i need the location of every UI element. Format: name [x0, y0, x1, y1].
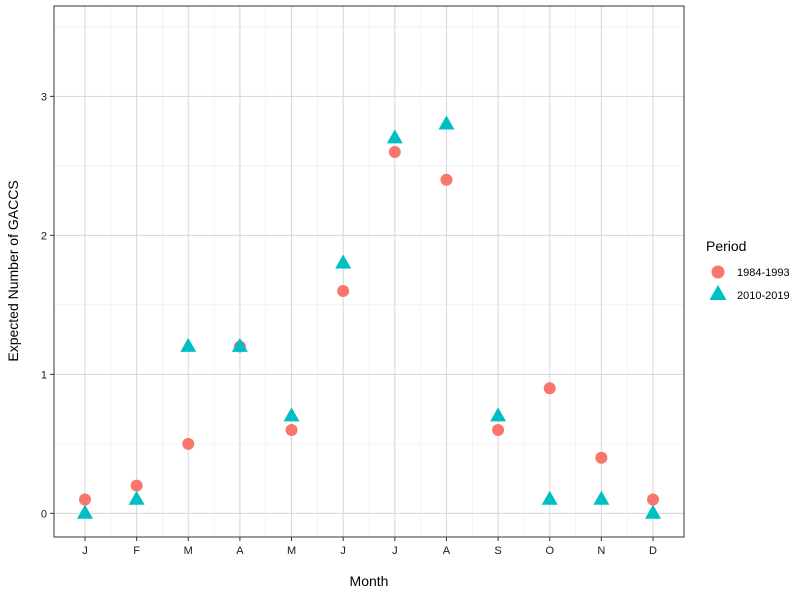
legend-key-triangle	[709, 285, 727, 300]
point-1984-1993-0	[78, 493, 91, 506]
point-1984-1993-7	[440, 173, 453, 186]
y-axis: 0 1 2 3	[41, 91, 54, 520]
x-tick-label: M	[287, 545, 296, 557]
point-1984-1993-4	[285, 423, 298, 436]
minor-grid	[54, 6, 684, 537]
x-tick-label: J	[392, 545, 398, 557]
point-2010-2019-4	[283, 407, 300, 422]
x-tick-label: M	[184, 545, 193, 557]
y-tick-label: 3	[41, 91, 47, 103]
legend-key-circle	[711, 265, 725, 279]
point-2010-2019-11	[645, 504, 662, 519]
y-axis-title: Expected Number of GACCS	[5, 180, 21, 361]
point-1984-1993-5	[337, 284, 350, 297]
point-1984-1993-11	[647, 493, 660, 506]
major-grid	[54, 6, 684, 537]
point-1984-1993-10	[595, 451, 608, 464]
x-tick-label: J	[82, 545, 88, 557]
x-tick-label: O	[545, 545, 554, 557]
x-tick-label: A	[236, 545, 244, 557]
point-2010-2019-5	[335, 254, 352, 269]
point-2010-2019-0	[76, 504, 93, 519]
point-2010-2019-1	[128, 490, 145, 505]
legend-label-1984-1993: 1984-1993	[737, 267, 790, 279]
x-tick-label: F	[133, 545, 140, 557]
y-tick-label: 1	[41, 369, 47, 381]
x-tick-label: J	[340, 545, 346, 557]
legend-label-2010-2019: 2010-2019	[737, 290, 790, 302]
point-1984-1993-9	[543, 382, 556, 395]
point-2010-2019-10	[593, 490, 610, 505]
x-tick-label: D	[649, 545, 657, 557]
legend: Period 1984-1993 2010-2019	[706, 238, 790, 302]
x-tick-label: N	[597, 545, 605, 557]
point-1984-1993-2	[182, 437, 195, 450]
x-axis-title: Month	[350, 573, 389, 589]
point-2010-2019-9	[541, 490, 558, 505]
data-points	[76, 115, 662, 519]
y-tick-label: 2	[41, 230, 47, 242]
point-1984-1993-8	[492, 423, 505, 436]
point-1984-1993-6	[388, 145, 401, 158]
point-1984-1993-1	[130, 479, 143, 492]
legend-title: Period	[706, 238, 746, 254]
point-2010-2019-3	[231, 337, 248, 352]
plot-panel-border	[53, 5, 685, 538]
y-tick-label: 0	[41, 508, 47, 520]
point-2010-2019-7	[438, 115, 455, 130]
point-2010-2019-6	[386, 129, 403, 144]
x-tick-label: A	[443, 545, 451, 557]
point-2010-2019-2	[180, 337, 197, 352]
x-tick-label: S	[494, 545, 501, 557]
point-2010-2019-8	[490, 407, 507, 422]
